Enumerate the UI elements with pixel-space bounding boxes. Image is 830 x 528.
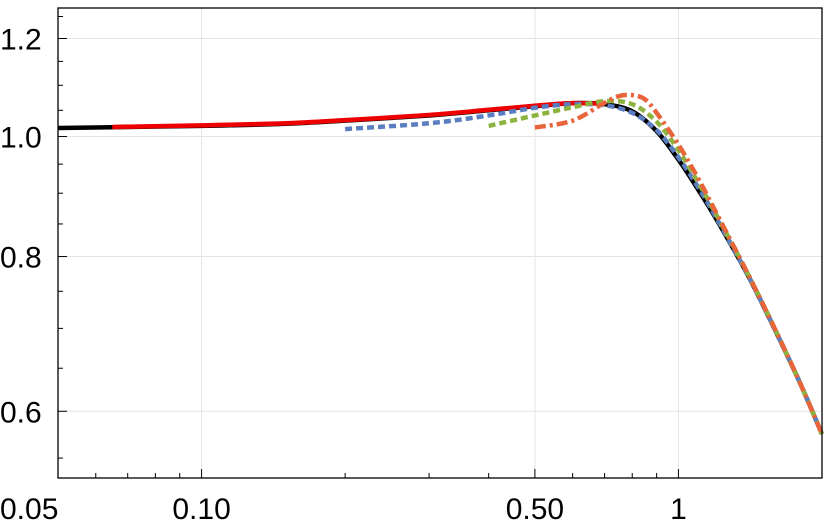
x-axis-tick-labels: 0.05 0.10 0.50 1 xyxy=(0,493,687,526)
y-axis-tick-labels: 0.6 0.8 1.0 1.2 xyxy=(0,23,42,429)
y-tick-label: 0.8 xyxy=(0,242,42,275)
series-layer xyxy=(57,92,825,436)
series-line-5 xyxy=(534,92,825,436)
x-tick-label: 0.05 xyxy=(0,493,58,526)
x-tick-label: 0.10 xyxy=(172,493,230,526)
plot-frame xyxy=(57,7,823,479)
y-tick-label: 1.0 xyxy=(0,122,42,155)
x-tick-label: 0.50 xyxy=(506,493,564,526)
grid-lines xyxy=(58,8,822,478)
y-tick-label: 0.6 xyxy=(0,396,42,429)
series-line-3 xyxy=(344,101,825,436)
series-line-1 xyxy=(57,100,825,436)
axis-ticks xyxy=(57,16,823,478)
x-tick-label: 1 xyxy=(670,493,687,526)
series-line-4 xyxy=(488,98,825,436)
y-tick-label: 1.2 xyxy=(0,23,42,56)
